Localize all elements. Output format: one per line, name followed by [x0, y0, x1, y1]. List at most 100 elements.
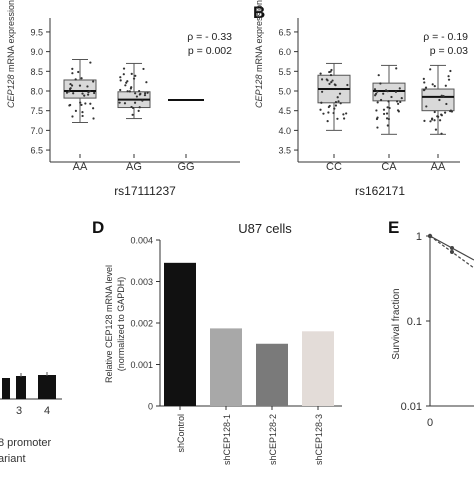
panel-c-x-tick-4: 4: [44, 405, 50, 417]
a-point-1-16: [123, 102, 127, 105]
b-point-0-21: [336, 117, 339, 120]
a-point-1-17: [135, 95, 138, 98]
panel-e: E Survival fraction 1 0.1 0.01 0: [388, 218, 474, 429]
a-point-1-12: [131, 113, 134, 116]
b-point-2-9: [440, 94, 443, 97]
b-point-0-10: [330, 81, 333, 84]
b-point-0-32: [325, 78, 328, 81]
a-point-0-2: [81, 114, 84, 118]
a-point-1-15: [143, 94, 147, 97]
a-point-0-25: [89, 61, 92, 64]
b-point-0-18: [322, 112, 325, 115]
a-y-tick-label-4: 7.5: [30, 106, 43, 116]
b-point-1-22: [376, 116, 379, 119]
a-box-0: [63, 79, 97, 99]
b-y-tick-label-6: 3.5: [278, 146, 291, 156]
b-point-0-19: [346, 83, 349, 87]
b-point-0-11: [319, 108, 322, 111]
b-y-tick-label-0: 6.5: [278, 27, 291, 37]
b-point-0-31: [320, 78, 324, 81]
d-bar-2: [256, 343, 288, 406]
b-point-2-32: [431, 83, 434, 86]
b-point-2-15: [425, 105, 428, 108]
panel-e-x-tick-label-0: 0: [427, 417, 433, 429]
a-point-1-5: [122, 73, 125, 76]
a-point-0-13: [74, 78, 77, 81]
b-point-1-19: [400, 97, 403, 100]
b-point-1-5: [376, 90, 379, 93]
panel-d-letter: D: [92, 218, 104, 237]
panel-b: B CEP128 mRNA expression 6.5 6.0 5.5 5.0 4.5…: [253, 0, 468, 198]
panel-d: D U87 cells Relative CEP128 mRNA level (…: [92, 218, 342, 465]
d-bar-3: [302, 331, 334, 406]
a-point-0-16: [86, 85, 89, 88]
a-point-0-29: [92, 80, 95, 83]
a-point-1-25: [142, 67, 145, 71]
panel-a: CEP128 mRNA expression 9.5 9.0 8.5 8.0 7.5 7.…: [6, 0, 240, 198]
b-point-1-25: [394, 90, 398, 93]
a-y-tick-label-0: 9.5: [30, 27, 43, 37]
a-point-1-7: [128, 90, 131, 93]
a-point-0-28: [84, 102, 87, 105]
b-point-2-28: [429, 68, 432, 71]
panel-e-y-axis-label: Survival fraction: [391, 288, 402, 359]
a-x-tick-label-2: GG: [177, 161, 194, 173]
b-point-2-1: [438, 98, 441, 102]
a-point-1-24: [134, 74, 137, 77]
a-y-tick-label-2: 8.5: [30, 67, 43, 77]
a-point-0-20: [77, 70, 80, 74]
b-point-1-14: [382, 92, 385, 95]
d-bar-1: [210, 328, 242, 406]
b-point-2-27: [444, 84, 447, 87]
b-box-2: [421, 88, 455, 112]
b-point-0-13: [326, 120, 329, 123]
panel-e-y-tick-label-0.1: 0.1: [407, 316, 422, 328]
a-point-0-0: [67, 90, 71, 93]
b-point-1-28: [376, 101, 379, 104]
b-point-0-0: [319, 72, 322, 75]
b-point-0-6: [332, 111, 335, 115]
a-point-1-13: [145, 81, 148, 84]
a-point-0-8: [92, 107, 95, 110]
b-point-0-33: [328, 104, 331, 108]
panel-a-x-axis-label: rs17111237: [114, 184, 176, 198]
d-y-tick-label-2: 0.002: [130, 319, 153, 329]
d-y-tick-label-3: 0.001: [130, 360, 153, 370]
b-point-1-11: [395, 67, 398, 70]
a-y-tick-label-3: 8.0: [30, 87, 43, 97]
panel-e-letter: E: [388, 218, 399, 237]
d-y-tick-label-4: 0: [148, 402, 153, 412]
panel-b-p-value: p = 0.03: [430, 45, 468, 57]
a-point-1-26: [146, 91, 149, 94]
b-point-0-12: [343, 117, 346, 120]
a-point-0-33: [87, 90, 90, 94]
b-point-0-26: [342, 113, 345, 116]
b-point-1-29: [379, 98, 383, 102]
b-point-1-18: [387, 117, 391, 121]
b-y-tick-label-3: 5.0: [278, 87, 291, 97]
a-point-1-28: [132, 77, 136, 80]
b-y-tick-label-2: 5.5: [278, 67, 291, 77]
b-point-2-26: [437, 115, 440, 118]
panel-d-y-label-line2: (normalized to GAPDH): [116, 277, 126, 372]
panel-a-rho-stat: ρ = - 0.33: [187, 31, 232, 43]
b-point-1-21: [382, 112, 386, 116]
panel-c-x-label-line1: 8 promoter: [0, 437, 52, 449]
b-point-2-16: [443, 111, 447, 114]
panel-c-bar-2: [16, 376, 26, 399]
a-point-1-33: [119, 88, 122, 92]
a-point-0-9: [80, 103, 83, 106]
a-point-1-30: [131, 106, 135, 110]
a-point-0-26: [80, 77, 83, 80]
b-x-tick-label-1: CA: [381, 161, 397, 173]
b-point-2-12: [440, 132, 443, 135]
b-point-1-2: [387, 100, 390, 103]
a-point-0-19: [83, 94, 86, 97]
b-y-tick-label-5: 4.0: [278, 126, 291, 136]
a-point-0-1: [79, 101, 82, 104]
panel-e-point-0: [427, 233, 433, 239]
b-point-2-6: [447, 75, 450, 78]
b-point-2-7: [445, 102, 448, 106]
b-point-2-22: [423, 119, 426, 122]
a-y-tick-label-1: 9.0: [30, 47, 43, 57]
